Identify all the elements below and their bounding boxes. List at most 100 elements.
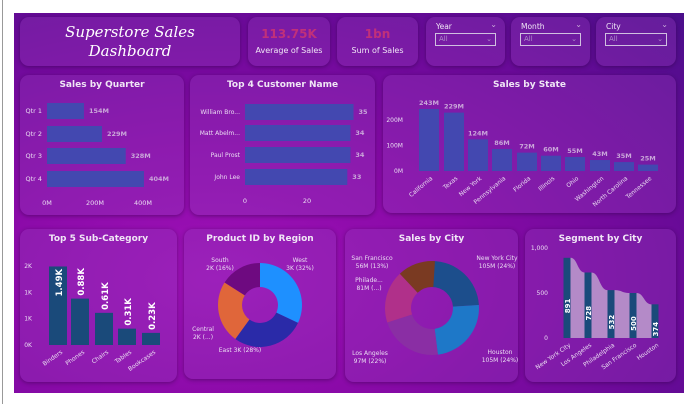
chart-title: Sales by State: [493, 80, 566, 90]
data-label: 33: [352, 173, 361, 181]
title-line-1: Superstore Sales: [65, 23, 195, 41]
bar: [590, 160, 610, 171]
year-dropdown[interactable]: All ⌄: [435, 33, 496, 46]
chart-title: Top 4 Customer Name: [226, 80, 339, 90]
bar: [142, 332, 160, 345]
category-label: John Lee: [213, 174, 240, 181]
filter-city: City ⌄ All ⌄: [596, 17, 676, 66]
data-label: 891: [564, 298, 572, 313]
title-card: Superstore Sales Dashboard: [20, 17, 240, 66]
bar: [47, 171, 144, 187]
kpi-value: 1bn: [364, 27, 391, 41]
category-label: Chairs: [91, 349, 111, 366]
category-label: Houston: [636, 342, 661, 362]
donut-slice: [260, 263, 302, 323]
city-dropdown[interactable]: All ⌄: [605, 33, 667, 46]
bar: [607, 290, 615, 338]
slice-label: Los Angeles: [352, 350, 388, 357]
bar: [245, 104, 354, 120]
kpi-label: Sum of Sales: [351, 46, 404, 55]
data-label: 35M: [616, 152, 632, 160]
bar: [245, 125, 351, 141]
data-label: 34: [355, 151, 365, 159]
ribbon: [570, 257, 585, 338]
bar: [584, 272, 592, 338]
slice-label: San Francisco: [351, 255, 393, 262]
bar: [71, 298, 89, 345]
category-label: Tables: [113, 349, 133, 366]
filter-label: Month: [521, 22, 545, 31]
slice-label: New York City: [476, 255, 518, 262]
title-line-2: Dashboard: [88, 42, 172, 60]
filter-year: Year ⌄ All ⌄: [426, 17, 505, 66]
bar: [492, 149, 512, 171]
donut-slice: [432, 261, 479, 307]
data-label: 1.49K: [55, 269, 65, 297]
bar: [638, 164, 658, 171]
category-label: Qtr 4: [25, 175, 42, 183]
data-label: 728: [585, 306, 593, 321]
data-label: 229M: [107, 130, 127, 138]
chart-title: Segment by City: [558, 234, 643, 244]
slice-label: Philade...: [355, 277, 383, 284]
category-label: Florida: [512, 175, 532, 194]
data-label: 86M: [494, 139, 510, 147]
data-label: 72M: [519, 143, 535, 151]
chart-title: Top 5 Sub-Category: [48, 234, 149, 244]
data-label: 60M: [543, 146, 559, 154]
filter-month: Month ⌄ All ⌄: [511, 17, 590, 66]
tick-label: 100M: [386, 143, 403, 150]
kpi-value: 113.75K: [261, 27, 317, 41]
dropdown-value: All: [524, 35, 533, 43]
data-label: 0.61K: [101, 282, 111, 310]
slice-value-label: 3K (32%): [286, 265, 314, 272]
category-label: Matt Abelm...: [200, 130, 240, 137]
slice-value-label: 81M (...): [356, 285, 381, 292]
data-label: 374: [652, 322, 660, 337]
bar: [444, 112, 464, 171]
category-label: Texas: [441, 175, 459, 192]
donut-slice: [224, 263, 260, 296]
dropdown-value: All: [439, 35, 448, 43]
category-label: Illinois: [537, 175, 556, 193]
tick-label: 0: [243, 197, 247, 205]
donut-slice: [399, 261, 435, 293]
kpi-label: Average of Sales: [255, 46, 323, 55]
category-label: Tennessee: [624, 175, 653, 201]
donut-slice: [434, 305, 480, 355]
top-subcategory-card: Top 5 Sub-Category: [20, 229, 177, 382]
category-label: California: [408, 175, 435, 199]
dashboard-title: Superstore Sales Dashboard: [20, 23, 240, 61]
bar: [47, 103, 84, 119]
category-label: Binders: [42, 349, 65, 368]
tick-label: 200M: [86, 199, 104, 207]
chevron-down-icon: ⌄: [657, 35, 663, 43]
donut-slice: [235, 312, 299, 347]
filter-label: Year: [436, 22, 452, 31]
bar: [245, 169, 348, 185]
tick-label: 0: [544, 335, 548, 342]
donut-slice: [385, 273, 418, 323]
slice-value-label: 2K (16%): [206, 265, 234, 272]
tick-label: 1K: [24, 289, 33, 296]
chevron-down-icon: ⌄: [486, 35, 492, 43]
slice-label: South: [211, 257, 229, 264]
chevron-down-icon: ⌄: [571, 35, 577, 43]
donut-slice: [218, 282, 250, 339]
month-dropdown[interactable]: All ⌄: [520, 33, 581, 46]
chart-title: Product ID by Region: [206, 234, 314, 244]
chevron-down-icon[interactable]: ⌄: [575, 20, 582, 29]
chart-title: Sales by City: [398, 234, 465, 244]
data-label: 0.88K: [77, 268, 87, 296]
bar: [47, 148, 126, 164]
bar: [47, 126, 102, 142]
chevron-down-icon[interactable]: ⌄: [661, 20, 668, 29]
bar: [614, 162, 634, 171]
data-label: 532: [608, 315, 616, 330]
chevron-down-icon[interactable]: ⌄: [490, 20, 497, 29]
tick-label: 400M: [134, 199, 152, 207]
data-label: 243M: [419, 99, 439, 107]
data-label: 229M: [444, 103, 464, 111]
kpi-average-sales: 113.75K Average of Sales: [248, 17, 330, 66]
bar: [541, 155, 561, 171]
